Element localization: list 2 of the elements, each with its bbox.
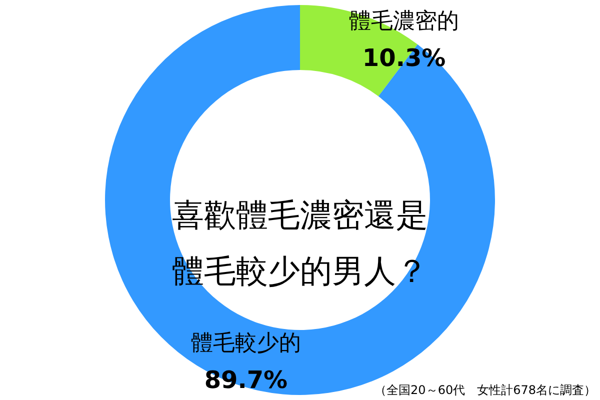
slice-label: 體毛較少的 <box>190 331 301 356</box>
text: （全国20～60代 女性計678名に調査） <box>374 383 596 397</box>
